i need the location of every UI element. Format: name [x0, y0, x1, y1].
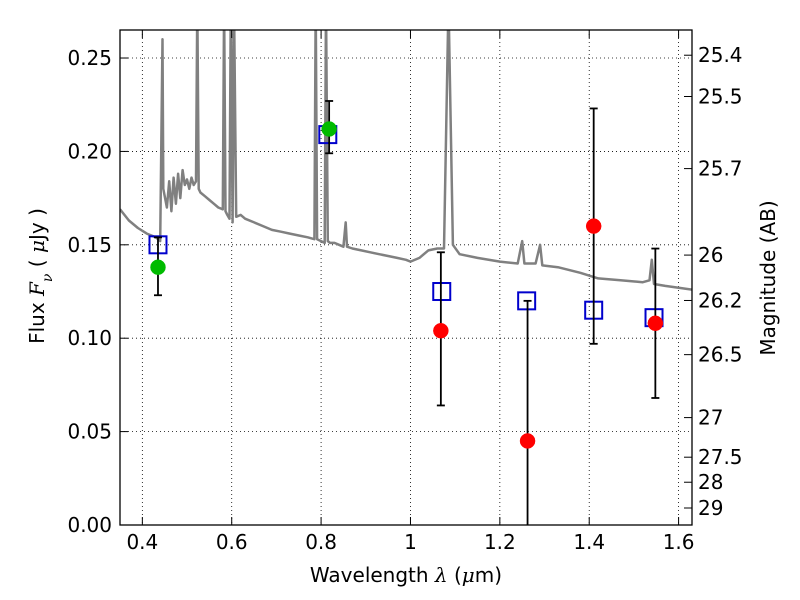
- x-tick-label: 0.6: [216, 530, 248, 554]
- model-spectrum-line: [120, 30, 692, 291]
- plot-frame: [119, 29, 693, 526]
- y2-tick-label: 26.2: [698, 288, 743, 312]
- y2-tick-label: 29: [698, 496, 723, 520]
- y2-axis-label: Magnitude (AB): [756, 200, 780, 355]
- y2-tick-label: 25.5: [698, 84, 743, 108]
- ticks: [120, 30, 692, 526]
- y2-tick-label: 26.5: [698, 343, 743, 367]
- red-data-point: [433, 322, 449, 339]
- x-tick-label: 0.4: [126, 530, 158, 554]
- x-tick-label: 1.6: [663, 530, 695, 554]
- y2-tick-label: 25.4: [698, 43, 743, 67]
- grid: [120, 30, 692, 525]
- green-data-point: [321, 121, 337, 137]
- y-tick-label: 0.00: [67, 513, 112, 537]
- y2-tick-label: 27.5: [698, 445, 743, 469]
- y-tick-label: 0.10: [67, 326, 112, 350]
- x-tick-label: 1.2: [484, 530, 516, 554]
- y2-tick-label: 28: [698, 470, 723, 494]
- x-tick-label: 0.8: [305, 530, 337, 554]
- y-axis-label: Flux Fν ( μJy ): [25, 208, 56, 344]
- y2-tick-label: 27: [698, 406, 723, 430]
- green-data-point: [150, 259, 166, 275]
- y-tick-label: 0.05: [67, 420, 112, 444]
- x-axis-label: Wavelength λ (μm): [310, 563, 502, 587]
- y2-tick-label: 26: [698, 243, 723, 267]
- red-data-point: [519, 433, 536, 449]
- y-tick-label: 0.20: [67, 139, 112, 163]
- y-tick-label: 0.25: [67, 46, 112, 70]
- y-tick-label: 0.15: [67, 233, 112, 257]
- red-data-point: [647, 315, 664, 332]
- plot-area: [120, 30, 692, 525]
- red-data-point: [585, 218, 602, 234]
- y2-tick-label: 25.7: [698, 157, 743, 181]
- tick-labels: 0.4 0.6 0.8 1 1.2 1.4 1.6 0.00 0.05 0.10 0.15 0.20 0…: [67, 43, 742, 554]
- x-tick-label: 1: [404, 530, 417, 554]
- x-tick-label: 1.4: [573, 530, 605, 554]
